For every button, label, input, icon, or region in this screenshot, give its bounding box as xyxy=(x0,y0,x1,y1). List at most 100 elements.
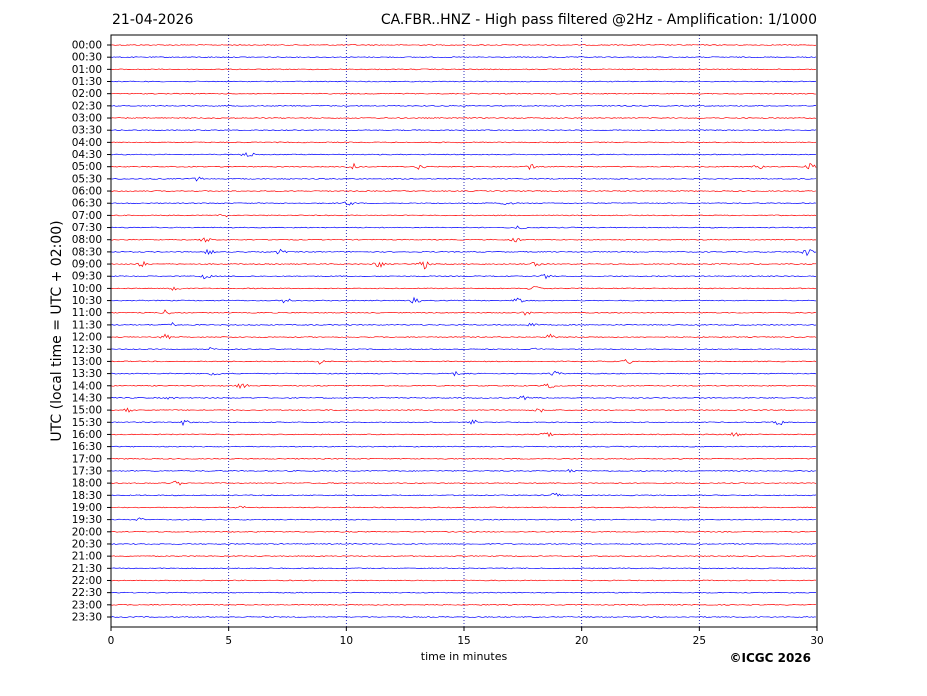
trace-0530 xyxy=(110,176,817,182)
trace-1700 xyxy=(110,457,817,460)
trace-0000 xyxy=(110,44,817,46)
trace-1630 xyxy=(110,445,817,448)
row-label: 20:00 xyxy=(72,526,102,538)
trace-1900 xyxy=(110,505,817,509)
trace-0800 xyxy=(110,237,817,243)
row-label: 23:30 xyxy=(72,611,102,623)
row-label: 06:00 xyxy=(72,186,102,198)
row-label: 22:30 xyxy=(72,587,102,599)
row-label: 19:30 xyxy=(72,514,102,526)
row-label: 05:00 xyxy=(72,161,102,173)
row-label: 12:00 xyxy=(72,332,102,344)
row-label: 18:00 xyxy=(72,478,102,490)
trace-1300 xyxy=(110,359,817,365)
row-label: 01:30 xyxy=(72,76,102,88)
row-label: 04:00 xyxy=(72,137,102,149)
trace-2230 xyxy=(110,591,817,594)
row-label: 13:30 xyxy=(72,368,102,380)
row-label: 04:30 xyxy=(72,149,102,161)
trace-0600 xyxy=(110,190,817,192)
row-label: 15:30 xyxy=(72,417,102,429)
row-label: 07:00 xyxy=(72,210,102,222)
row-label: 14:30 xyxy=(72,392,102,404)
trace-0430 xyxy=(110,152,817,157)
trace-0200 xyxy=(110,92,817,95)
trace-2100 xyxy=(110,555,817,557)
trace-1100 xyxy=(110,309,817,316)
trace-1730 xyxy=(110,468,817,473)
trace-0400 xyxy=(110,141,817,144)
row-label: 03:30 xyxy=(72,125,102,137)
trace-0930 xyxy=(110,273,817,280)
row-label: 08:00 xyxy=(72,234,102,246)
trace-1800 xyxy=(110,480,817,486)
row-label: 09:30 xyxy=(72,271,102,283)
trace-2330 xyxy=(110,616,817,618)
row-label: 21:00 xyxy=(72,551,102,563)
row-label: 23:00 xyxy=(72,599,102,611)
row-label: 19:00 xyxy=(72,502,102,514)
trace-2200 xyxy=(110,579,817,582)
x-tick-label: 10 xyxy=(340,635,353,647)
trace-0900 xyxy=(110,260,817,270)
plot-frame xyxy=(110,34,818,628)
row-label: 18:30 xyxy=(72,490,102,502)
row-label: 00:00 xyxy=(72,40,102,52)
row-label: 11:00 xyxy=(72,307,102,319)
trace-2300 xyxy=(110,603,817,606)
trace-2000 xyxy=(110,530,817,533)
row-label: 06:30 xyxy=(72,198,102,210)
row-label: 22:00 xyxy=(72,575,102,587)
row-label: 11:30 xyxy=(72,319,102,331)
row-label: 13:00 xyxy=(72,356,102,368)
trace-0500 xyxy=(110,162,817,171)
row-label: 05:30 xyxy=(72,173,102,185)
trace-1500 xyxy=(110,407,817,413)
row-label: 20:30 xyxy=(72,538,102,550)
trace-0330 xyxy=(110,129,817,132)
plot-title: CA.FBR..HNZ - High pass filtered @2Hz - … xyxy=(380,12,817,28)
row-label: 02:00 xyxy=(72,88,102,100)
trace-1330 xyxy=(110,370,817,377)
trace-0230 xyxy=(110,105,817,107)
trace-0700 xyxy=(110,213,817,218)
row-label: 14:00 xyxy=(72,380,102,392)
trace-0830 xyxy=(110,248,817,257)
trace-1930 xyxy=(110,517,817,521)
row-label: 17:30 xyxy=(72,465,102,477)
trace-1000 xyxy=(110,286,817,291)
row-label: 16:00 xyxy=(72,429,102,441)
row-label: 17:00 xyxy=(72,453,102,465)
row-label: 09:00 xyxy=(72,259,102,271)
x-axis-label: time in minutes xyxy=(420,650,508,663)
x-tick-label: 30 xyxy=(810,635,823,647)
trace-1030 xyxy=(110,296,817,304)
x-tick-label: 20 xyxy=(575,635,588,647)
row-label: 08:30 xyxy=(72,246,102,258)
plot-date: 21-04-2026 xyxy=(112,12,194,28)
row-label: 15:00 xyxy=(72,405,102,417)
row-label: 10:30 xyxy=(72,295,102,307)
trace-0030 xyxy=(110,56,817,58)
row-label: 10:00 xyxy=(72,283,102,295)
trace-0730 xyxy=(110,225,817,230)
trace-0300 xyxy=(110,117,817,119)
trace-1530 xyxy=(110,419,817,427)
trace-1130 xyxy=(110,321,817,327)
x-tick-label: 25 xyxy=(693,635,706,647)
row-label: 00:30 xyxy=(72,52,102,64)
row-label: 21:30 xyxy=(72,563,102,575)
row-label: 16:30 xyxy=(72,441,102,453)
row-label: 07:30 xyxy=(72,222,102,234)
trace-1200 xyxy=(110,333,817,340)
trace-1600 xyxy=(110,431,817,438)
trace-1830 xyxy=(110,492,817,497)
trace-0630 xyxy=(110,201,817,206)
x-tick-label: 15 xyxy=(457,635,470,647)
row-label: 03:00 xyxy=(72,113,102,125)
copyright: ©ICGC 2026 xyxy=(729,651,811,665)
trace-1430 xyxy=(110,395,817,401)
trace-0100 xyxy=(110,68,817,71)
x-tick-label: 0 xyxy=(108,635,115,647)
